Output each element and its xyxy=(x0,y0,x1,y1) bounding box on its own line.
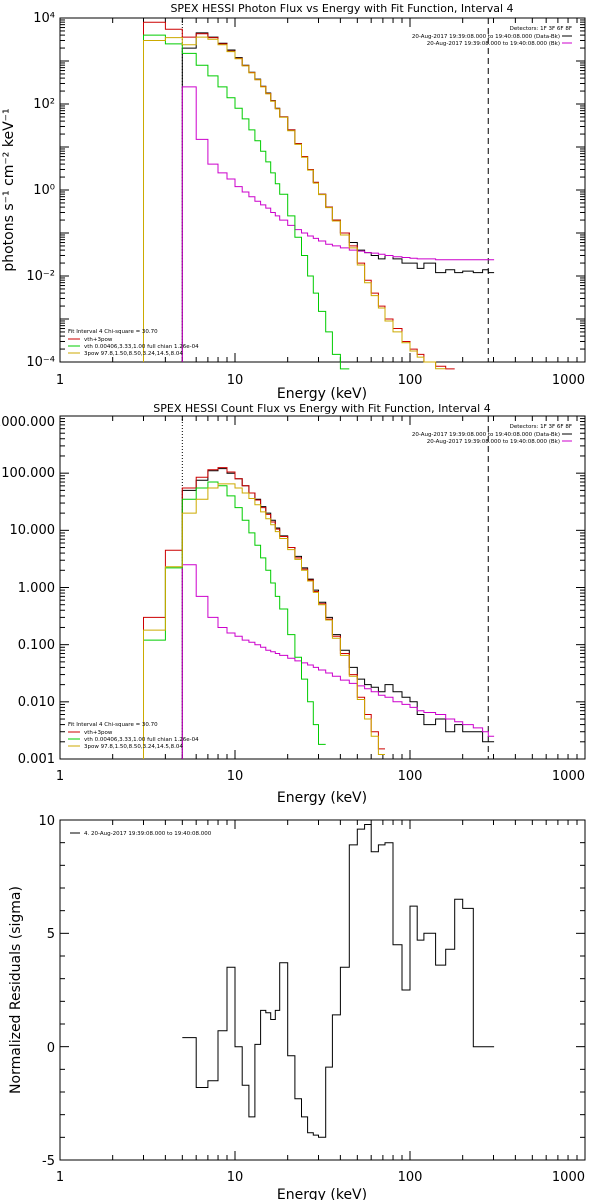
panel3-y-tick-3: 5 xyxy=(47,927,55,942)
panel1-title: SPEX HESSI Photon Flux vs Energy with Fi… xyxy=(170,2,513,15)
panel2-legend-3pow: 3pow 97.8,1.50,8.50,3.24,14.5,8.04 xyxy=(84,744,183,750)
panel2-legend-fit: Fit Interval 4 Chi-square = 30.70 xyxy=(68,722,158,728)
panel3-x-tick-4: 1000 xyxy=(552,1170,585,1185)
panel1-x-tick-4: 1000 xyxy=(552,373,585,388)
panel2-x-label: Energy (keV) xyxy=(277,790,367,806)
count-flux-panel: SPEX HESSI Count Flux vs Energy with Fit… xyxy=(0,402,586,806)
residuals-panel: -5 0 5 10 1 10 100 1000 Energy (keV) Nor… xyxy=(8,814,586,1200)
panel2-y-tick-5: 10.000 xyxy=(10,523,56,538)
panel1-x-tick-3: 100 xyxy=(398,373,423,388)
panel1-legend-3pow: 3pow 97.8,1.50,8.50,3.24,14.5,8.04 xyxy=(84,351,183,357)
panel1-x-label: Energy (keV) xyxy=(277,386,367,402)
panel2-axes xyxy=(59,416,585,760)
panel1-series-vth-3pow xyxy=(143,21,455,370)
panel1-y-tick-3: 10⁰ xyxy=(33,183,55,198)
panel1-y-tick-2: 10⁻² xyxy=(26,269,55,284)
panel2-y-tick-7: 1000.000 xyxy=(0,415,55,430)
panel2-legend-vth: vth 0.00406,3.33,1.00 full chian 1.26e-0… xyxy=(84,737,199,743)
panel2-x-tick-4: 1000 xyxy=(552,769,585,784)
panel3-series xyxy=(182,824,495,1138)
panel1-series xyxy=(143,21,495,370)
panel2-series-3pow xyxy=(143,483,385,759)
panel1-plot-frame xyxy=(59,17,586,363)
panel1-y-tick-1: 10⁻⁴ xyxy=(26,355,55,370)
panel3-x-tick-1: 1 xyxy=(56,1170,64,1185)
panel3-y-tick-2: 0 xyxy=(47,1041,55,1056)
panel1-series-3pow xyxy=(143,36,446,370)
panel2-legend-bk: 20-Aug-2017 19:39:08.000 to 19:40:08.000… xyxy=(427,439,560,445)
panel1-x-tick-2: 10 xyxy=(227,373,244,388)
panel2-legend-detectors: Detectors: 1F 3F 6F 8F xyxy=(510,424,572,430)
panel2-x-tick-2: 10 xyxy=(227,769,244,784)
panel1-y-label: photons s⁻¹ cm⁻² keV⁻¹ xyxy=(1,108,17,271)
panel2-y-tick-3: 0.100 xyxy=(18,638,55,653)
panel3-x-label: Energy (keV) xyxy=(277,1187,367,1200)
panel2-y-tick-4: 1.000 xyxy=(18,581,55,596)
panel1-legend-vth3pow: vth+3pow xyxy=(84,337,113,343)
panel1-y-tick-4: 10² xyxy=(33,97,55,112)
panel1-axes xyxy=(59,18,585,363)
panel2-series-vth xyxy=(143,481,326,759)
panel3-x-tick-3: 100 xyxy=(398,1170,423,1185)
panel1-series-data-bk xyxy=(181,32,495,362)
panel1-legend-data-bk: 20-Aug-2017 19:39:08.000 to 19:40:08.000… xyxy=(412,34,560,40)
panel2-series xyxy=(143,467,495,759)
panel2-series-bk xyxy=(181,564,495,759)
panel2-series-vth-3pow xyxy=(143,467,385,759)
panel3-y-label: Normalized Residuals (sigma) xyxy=(8,886,24,1094)
panel2-series-data-bk xyxy=(181,468,495,759)
panel3-y-tick-1: -5 xyxy=(42,1154,55,1169)
panel2-title: SPEX HESSI Count Flux vs Energy with Fit… xyxy=(153,402,490,415)
panel2-legend-data-bk: 20-Aug-2017 19:39:08.000 to 19:40:08.000… xyxy=(412,432,560,438)
panel1-series-vth xyxy=(143,34,350,370)
panel3-plot-frame xyxy=(59,819,586,1161)
panel2-y-tick-6: 100.000 xyxy=(1,466,55,481)
panel2-y-tick-2: 0.010 xyxy=(18,695,55,710)
panel2-x-tick-1: 1 xyxy=(56,769,64,784)
panel1-y-tick-5: 10⁴ xyxy=(33,11,55,26)
panel2-legend-vth3pow: vth+3pow xyxy=(84,730,113,736)
photon-flux-panel: SPEX HESSI Photon Flux vs Energy with Fi… xyxy=(1,2,586,402)
panel3-series-residuals xyxy=(182,824,495,1138)
panel2-plot-frame xyxy=(59,415,586,760)
panel1-series-bk xyxy=(181,86,495,362)
panel3-axes xyxy=(59,819,585,1161)
panel2-y-tick-1: 0.001 xyxy=(18,752,55,767)
panel1-legend-fit: Fit Interval 4 Chi-square = 30.70 xyxy=(68,329,158,335)
panel1-legend-vth: vth 0.00406,3.33,1.00 full chian 1.26e-0… xyxy=(84,344,199,350)
panel3-legend-text: 4. 20-Aug-2017 19:39:08.000 to 19:40:08.… xyxy=(84,831,212,837)
panel1-x-tick-1: 1 xyxy=(56,373,64,388)
panel1-legend-detectors: Detectors: 1F 3F 6F 8F xyxy=(510,26,572,32)
panel3-y-tick-4: 10 xyxy=(38,814,55,829)
panel1-legend-bk: 20-Aug-2017 19:39:08.000 to 19:40:08.000… xyxy=(427,41,560,47)
panel2-x-tick-3: 100 xyxy=(398,769,423,784)
panel3-x-tick-2: 10 xyxy=(227,1170,244,1185)
